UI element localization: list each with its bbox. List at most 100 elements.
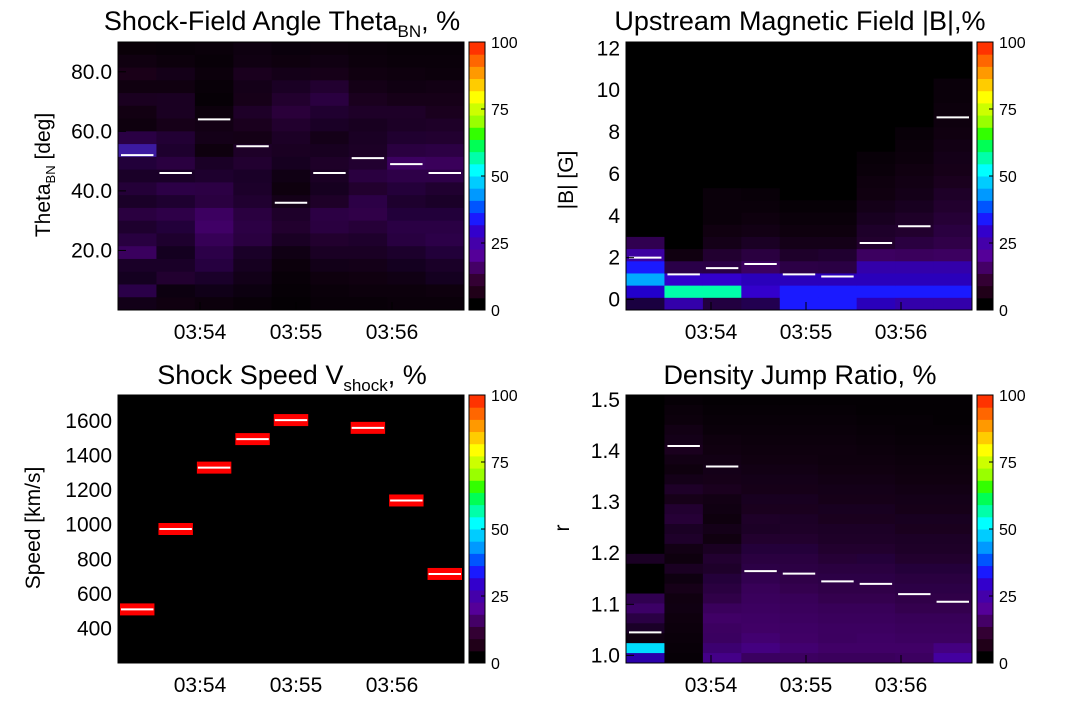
heatmap-cell [779,414,819,426]
heatmap-cell [779,424,819,436]
heatmap-cell [779,484,819,495]
heatmap-cell [425,258,465,273]
y-tick-label: 80.0 [71,61,112,84]
heatmap-cell [626,66,665,80]
heatmap-cell [664,643,704,654]
y-axis-ticks: 20.0 40.0 60.0 80.0 [71,61,126,262]
heatmap-cell [348,131,388,145]
heatmap-cell [194,297,234,311]
heatmap-plot-area [117,394,465,664]
heatmap-cell [664,494,704,505]
heatmap-cell [348,220,388,234]
heatmap-cell [779,573,819,585]
plot-frame [625,41,973,311]
heatmap-cell [310,258,350,273]
panel-title: Shock-Field Angle ThetaBN, % [104,6,460,41]
heatmap-cell [741,200,781,214]
colorbar-segment [469,249,485,262]
heatmap-cell [118,246,157,260]
heatmap-cell [933,297,973,311]
heatmap-cell [664,261,704,274]
heatmap-cell [895,573,935,585]
heatmap-cell [118,67,157,81]
heatmap-cell [933,464,973,475]
heatmap-cell [818,613,858,624]
heatmap-cell [156,144,196,158]
heatmap-cell [933,78,973,92]
heatmap-cell [156,156,196,171]
heatmap-cell [779,623,819,634]
colorbar-segment [977,614,993,627]
heatmap-cell [818,533,858,545]
heatmap-cell [818,444,858,456]
heatmap-cell [779,224,819,238]
heatmap-cell [856,285,896,299]
heatmap-cell [626,224,665,238]
heatmap-cell [425,246,465,260]
heatmap-cell [387,67,427,81]
heatmap-cell [348,42,388,56]
heatmap-cell [425,182,465,196]
heatmap-cell [933,593,973,604]
heatmap-cell [856,404,896,416]
heatmap-cell [118,195,157,209]
y-tick-label: 40.0 [71,180,112,203]
heatmap-cell [741,633,781,644]
heatmap-cell [818,543,858,555]
plot-frame [625,394,973,664]
heatmap-cell [271,156,311,171]
heatmap-cell [348,284,388,298]
heatmap-cell [664,42,704,55]
colorbar-segment [469,42,485,55]
heatmap-cell [702,424,742,436]
heatmap-cell [664,139,704,153]
heatmap-cell [387,118,427,132]
x-tick-label: 03:55 [780,321,833,344]
heatmap-cell [856,633,896,644]
heatmap-cell [118,144,157,158]
heatmap-cell [818,454,858,465]
heatmap-cell [933,653,973,664]
colorbar-segment [977,602,993,615]
heatmap-cell [818,414,858,426]
heatmap-cell [626,434,665,446]
heatmap-cell [233,42,273,56]
heatmap-cell [626,249,665,262]
heatmap-plot-area [625,41,973,311]
heatmap-cell [425,220,465,234]
heatmap-cell [702,163,742,177]
colorbar-segment [469,407,485,420]
heatmap-cell [741,524,781,535]
heatmap-cell [818,139,858,153]
heatmap-cell [310,284,350,298]
heatmap-cell [626,102,665,116]
heatmap-cell [626,176,665,189]
heatmap-cell [741,249,781,262]
heatmap-cell [664,583,704,595]
heatmap-cell [156,169,196,183]
y-tick-label: 1200 [65,479,112,502]
heatmap-cell [664,212,704,226]
heatmap-cell [233,207,273,222]
heatmap-cell [702,78,742,92]
heatmap-cell [741,102,781,116]
y-tick-label: 1.0 [591,644,620,667]
heatmap-cell [194,195,234,209]
heatmap-cell [626,643,665,654]
heatmap-cell [233,144,273,158]
x-tick-label: 03:56 [875,674,928,697]
heatmap-cell [233,156,273,171]
heatmap-cell [779,249,819,262]
heatmap-cell [933,444,973,456]
heatmap-cell [271,169,311,183]
heatmap-cell [348,93,388,107]
heatmap-cell [271,144,311,158]
y-tick-label: 1.2 [591,542,620,565]
colorbar-segment [469,650,485,664]
colorbar-segment [977,54,993,67]
heatmap-cell [779,583,819,595]
x-tick-label: 03:56 [366,674,419,697]
heatmap-cell [779,603,819,614]
y-axis-label: r [551,525,574,532]
heatmap-cell [779,176,819,189]
